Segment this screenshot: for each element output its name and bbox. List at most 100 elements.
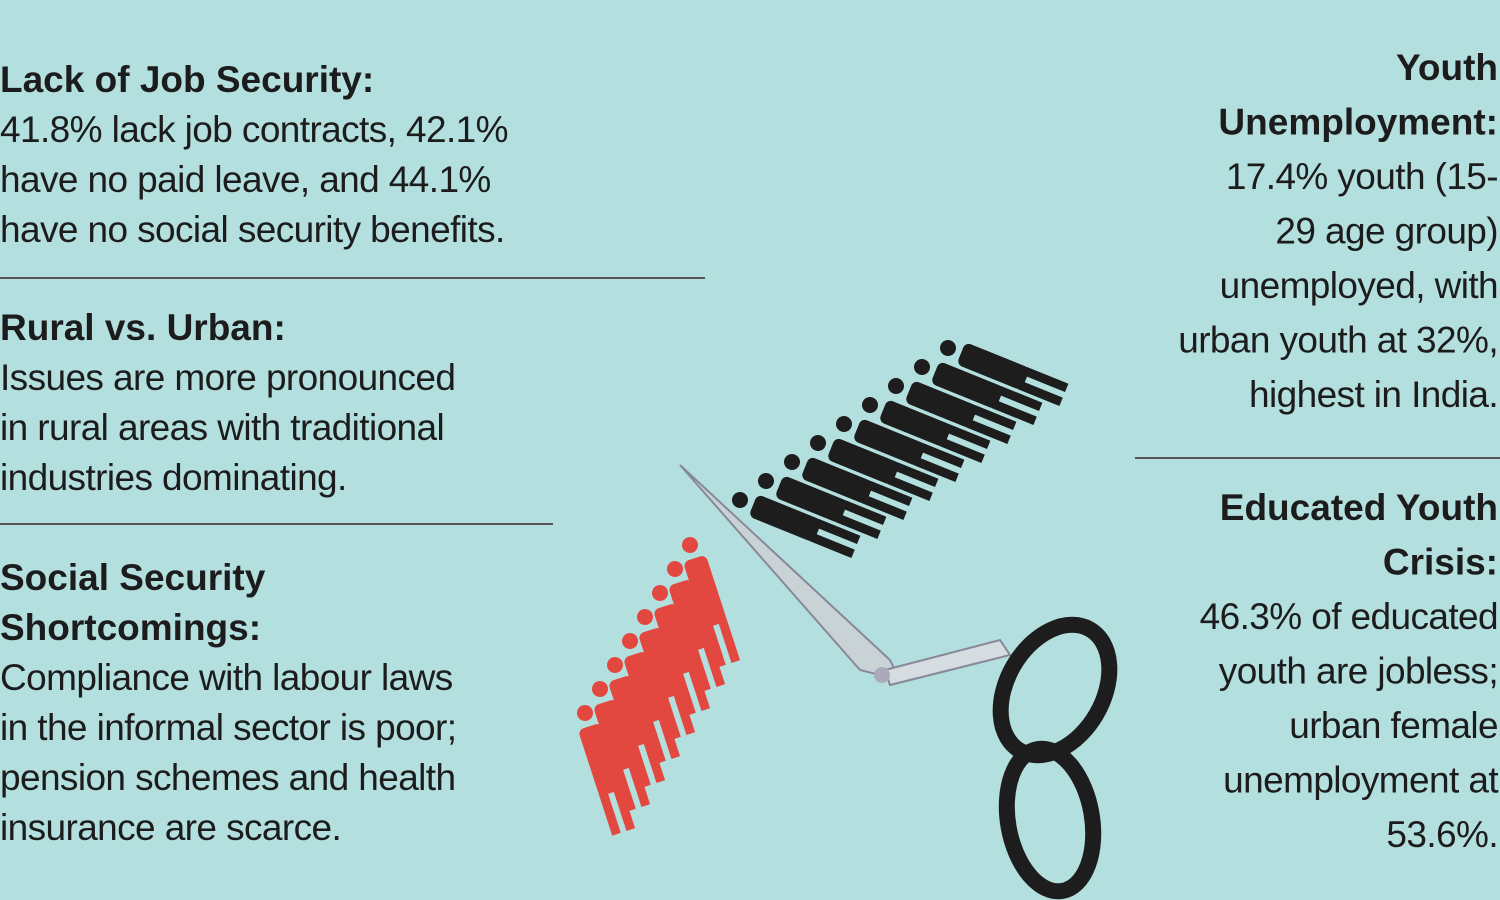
section-text: 46.3% of educated	[1200, 596, 1498, 637]
figure-leg	[997, 385, 1043, 412]
figure-head	[622, 633, 638, 649]
section-text: pension schemes and health	[0, 757, 455, 798]
section-text: insurance are scarce.	[0, 807, 341, 848]
figure-leg	[1023, 366, 1069, 393]
figure-head	[607, 657, 623, 673]
figure-leg	[613, 766, 636, 812]
section-text: urban youth at 32%,	[1178, 320, 1498, 361]
figure-head	[784, 454, 800, 470]
figure-leg	[717, 617, 741, 663]
figure-body	[639, 628, 681, 700]
figure-body	[624, 652, 666, 724]
figure	[622, 633, 681, 764]
section-heading: Educated Youth	[1220, 487, 1498, 528]
figure-leg	[841, 499, 887, 526]
figure-leg	[643, 718, 666, 764]
figure-head	[732, 492, 748, 508]
section-text: in the informal sector is poor;	[0, 707, 456, 748]
figure-leg	[887, 475, 933, 501]
figure	[836, 416, 965, 482]
handle	[998, 740, 1102, 900]
figure-body	[880, 400, 951, 446]
figure-body	[609, 676, 651, 748]
figure	[682, 537, 741, 668]
figure-leg	[809, 532, 855, 558]
figure-body	[854, 419, 925, 465]
figure-body	[684, 556, 726, 628]
figure-leg	[628, 742, 651, 788]
figure	[577, 705, 636, 836]
figure	[940, 340, 1069, 406]
figure-leg	[835, 513, 881, 539]
section-text: urban female	[1289, 705, 1498, 746]
section-text: highest in India.	[1249, 374, 1498, 415]
figure-head	[592, 681, 608, 697]
figure-leg	[658, 694, 681, 740]
figure-leg	[867, 480, 913, 507]
figure-leg	[687, 665, 711, 711]
section-heading: Lack of Job Security:	[0, 59, 374, 100]
section-heading: Youth	[1396, 47, 1498, 88]
figure-head	[914, 359, 930, 375]
figure	[607, 657, 666, 788]
figure	[667, 561, 726, 692]
section-text: youth are jobless;	[1219, 651, 1498, 692]
figure	[637, 609, 696, 740]
section-text: have no social security benefits.	[0, 209, 505, 250]
figure-head	[862, 397, 878, 413]
figure-leg	[672, 689, 696, 735]
figure-body	[594, 700, 636, 772]
figure-head	[836, 416, 852, 432]
figure-leg	[642, 737, 666, 783]
figure	[758, 473, 887, 539]
figure-leg	[913, 456, 959, 482]
blade	[883, 638, 1012, 687]
pivot	[874, 667, 890, 683]
figure-leg	[627, 761, 651, 807]
figure-leg	[688, 646, 711, 692]
figure-leg	[657, 713, 681, 759]
section-text: 41.8% lack job contracts, 42.1%	[0, 109, 508, 150]
figure-head	[652, 585, 668, 601]
section-text: 53.6%.	[1386, 814, 1498, 855]
figure-leg	[673, 670, 696, 716]
figure-leg	[939, 437, 985, 463]
figure	[914, 359, 1043, 425]
section-text: 29 age group)	[1275, 211, 1498, 252]
figure-head	[667, 561, 683, 577]
section-text: in rural areas with traditional	[0, 407, 444, 448]
figure-head	[577, 705, 593, 721]
figure-body	[750, 495, 821, 541]
section-text: 17.4% youth (15-	[1226, 156, 1498, 197]
figure	[592, 681, 651, 812]
figure-head	[810, 435, 826, 451]
figure-leg	[702, 641, 726, 687]
figure-leg	[965, 418, 1011, 444]
section-text: Issues are more pronounced	[0, 357, 455, 398]
section-heading: Social Security	[0, 557, 266, 598]
figure	[732, 492, 861, 558]
section-text: unemployment at	[1223, 760, 1499, 801]
figure-leg	[815, 518, 861, 545]
figure	[652, 585, 711, 716]
figure-body	[958, 343, 1029, 389]
figure-body	[669, 580, 711, 652]
figure-body	[932, 362, 1003, 408]
section-text: have no paid leave, and 44.1%	[0, 159, 491, 200]
figure-leg	[612, 785, 636, 831]
section-heading: Crisis:	[1383, 542, 1498, 583]
figure-head	[682, 537, 698, 553]
figure-body	[828, 438, 899, 484]
figure-body	[802, 457, 873, 503]
figure-body	[579, 724, 621, 796]
figure-leg	[991, 399, 1037, 425]
figure-leg	[861, 494, 907, 520]
section-text: Compliance with labour laws	[0, 657, 453, 698]
figure-body	[906, 381, 977, 427]
figure-leg	[1017, 380, 1063, 406]
figure	[862, 397, 991, 463]
figure-head	[940, 340, 956, 356]
